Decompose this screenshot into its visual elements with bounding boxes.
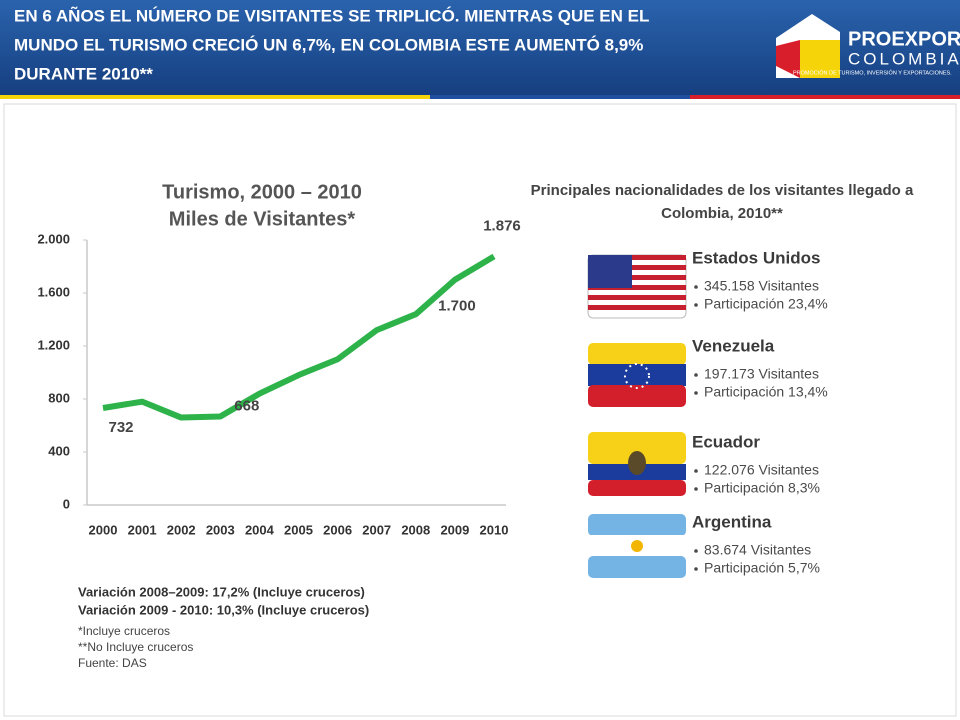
x-tick-label: 2004: [245, 522, 275, 537]
bullet-text: Participación 23,4%: [704, 296, 828, 312]
x-tick-label: 2006: [323, 522, 352, 537]
bullet-dot: [694, 373, 698, 377]
country-name: Ecuador: [692, 432, 760, 451]
stripe-blue: [430, 95, 690, 99]
data-label: 1.700: [438, 298, 476, 315]
list-title: Principales nacionalidades de los visita…: [531, 182, 914, 199]
country-name: Venezuela: [692, 336, 775, 355]
y-tick-label: 1.200: [37, 337, 70, 352]
bullet-text: 345.158 Visitantes: [704, 278, 819, 294]
header-title: DURANTE 2010**: [14, 64, 153, 83]
header-title: EN 6 AÑOS EL NÚMERO DE VISITANTES SE TRI…: [14, 5, 649, 25]
country-name: Argentina: [692, 512, 772, 531]
x-tick-label: 2007: [362, 522, 391, 537]
flag-argentina: [588, 514, 686, 578]
y-tick-label: 2.000: [37, 231, 70, 246]
logo-name: PROEXPORT: [848, 28, 960, 50]
stripe-yellow: [0, 95, 430, 99]
bullet-dot: [694, 549, 698, 553]
data-label: 732: [108, 419, 133, 436]
flag-venezuela: [588, 343, 686, 407]
note: *Incluye cruceros: [78, 624, 170, 638]
note-bold: Variación 2009 - 2010: 10,3% (Incluye cr…: [78, 602, 369, 617]
bullet-text: 83.674 Visitantes: [704, 542, 811, 558]
bullet-text: Participación 8,3%: [704, 480, 820, 496]
x-tick-label: 2009: [440, 522, 469, 537]
chart-title: Miles de Visitantes*: [169, 208, 356, 230]
bullet-dot: [694, 469, 698, 473]
y-tick-label: 800: [48, 390, 70, 405]
bullet-dot: [694, 303, 698, 307]
bullet-text: 122.076 Visitantes: [704, 462, 819, 478]
x-tick-label: 2001: [128, 522, 157, 537]
list-title: Colombia, 2010**: [661, 205, 783, 222]
bullet-dot: [694, 391, 698, 395]
note: Fuente: DAS: [78, 656, 147, 670]
flag-ecuador: [588, 432, 686, 496]
bullet-text: Participación 13,4%: [704, 384, 828, 400]
country-name: Estados Unidos: [692, 248, 820, 267]
y-tick-label: 0: [63, 496, 70, 511]
data-label: 1.876: [483, 217, 521, 234]
x-tick-label: 2010: [480, 522, 509, 537]
logo-tagline: PROMOCIÓN DE TURISMO, INVERSIÓN Y EXPORT…: [793, 69, 952, 76]
y-tick-label: 1.600: [37, 284, 70, 299]
note: **No Incluye cruceros: [78, 640, 193, 654]
bullet-text: Participación 5,7%: [704, 560, 820, 576]
flag-usa: [587, 254, 687, 319]
bullet-text: 197.173 Visitantes: [704, 366, 819, 382]
bullet-dot: [694, 567, 698, 571]
x-tick-label: 2002: [167, 522, 196, 537]
note-bold: Variación 2008–2009: 17,2% (Incluye cruc…: [78, 584, 365, 599]
data-line: [102, 253, 496, 421]
x-tick-label: 2003: [206, 522, 235, 537]
content-frame: [3, 103, 957, 717]
header-title: MUNDO EL TURISMO CRECIÓ UN 6,7%, EN COLO…: [14, 35, 643, 54]
logo: PROEXPORT COLOMBIA PROMOCIÓN DE TURISMO,…: [776, 14, 960, 78]
logo-block: [800, 40, 840, 78]
logo-country: COLOMBIA: [848, 49, 960, 68]
logo-block: [776, 40, 800, 78]
bullet-dot: [694, 285, 698, 289]
x-tick-label: 2005: [284, 522, 313, 537]
stripe-red: [690, 95, 960, 99]
data-label: 668: [234, 397, 259, 414]
y-tick-label: 400: [48, 443, 70, 458]
x-tick-label: 2000: [89, 522, 118, 537]
bullet-dot: [694, 487, 698, 491]
x-tick-label: 2008: [401, 522, 430, 537]
chart-title: Turismo, 2000 – 2010: [162, 181, 362, 203]
